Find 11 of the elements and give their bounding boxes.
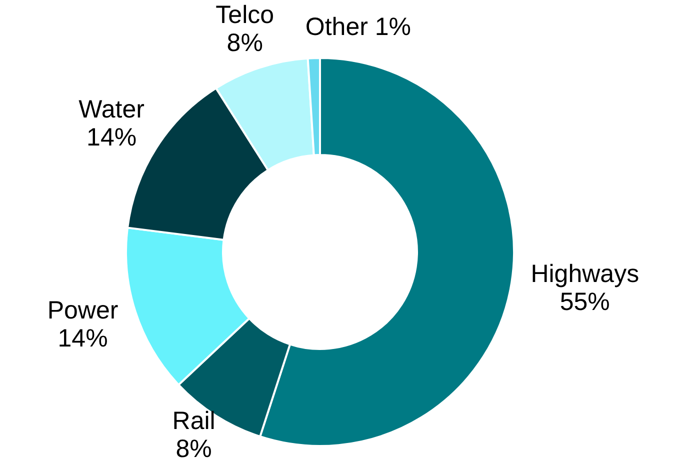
data-label: 14% bbox=[58, 324, 108, 352]
slice-label: Water bbox=[78, 95, 144, 124]
slice-label: Other 1% bbox=[305, 13, 412, 41]
slice-label: Rail bbox=[172, 406, 216, 435]
data-label: 55% bbox=[560, 288, 610, 316]
slice-label: Power bbox=[47, 296, 118, 324]
slice-label: Telco bbox=[216, 0, 274, 29]
data-label: 14% bbox=[86, 123, 137, 152]
slice-label: Highways bbox=[530, 260, 640, 288]
data-label: 8% bbox=[226, 28, 263, 57]
data-label: 8% bbox=[176, 434, 212, 463]
